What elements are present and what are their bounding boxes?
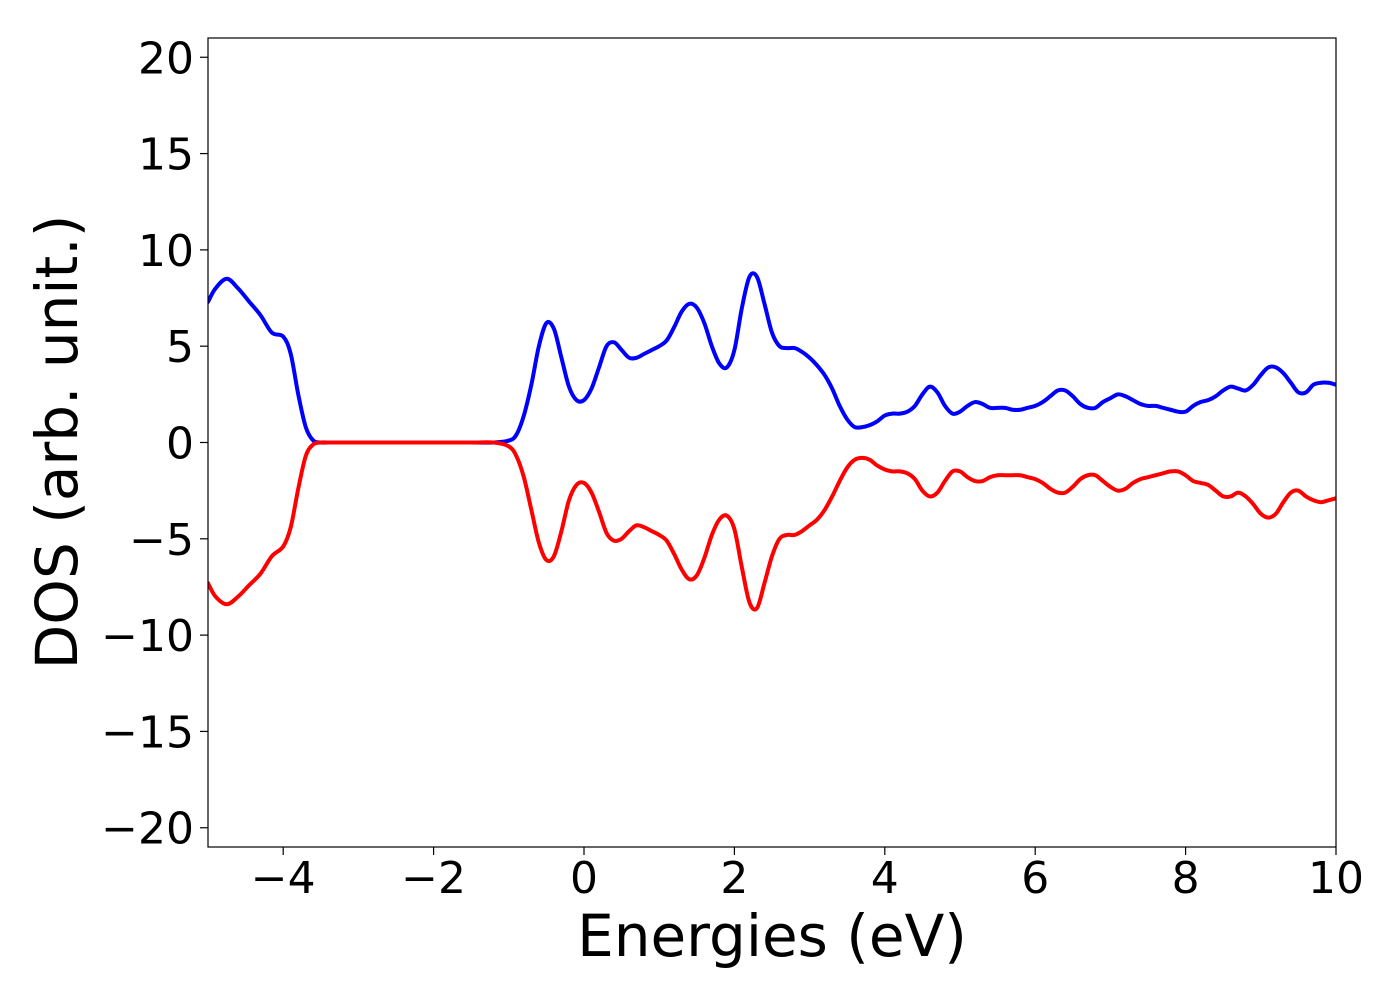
x-tick-label: 2 [720,853,748,904]
y-tick-label: −20 [101,804,194,855]
dos-series-spin-up [208,271,1336,445]
x-axis: −4 −2 0 2 4 6 8 10 [251,847,1364,904]
dos-series-spin-down [208,440,1336,612]
x-tick-label: 8 [1172,853,1200,904]
y-tick-label: 20 [138,33,194,84]
series-layer [208,271,1336,612]
x-tick-label: −4 [251,853,316,904]
y-tick-label: 0 [166,419,194,470]
y-axis-title: DOS (arb. unit.) [23,215,91,670]
y-tick-label: −5 [129,515,194,566]
x-tick-label: 6 [1021,853,1049,904]
y-axis: 20 15 10 5 0 −5 −10 −15 −20 [101,33,208,855]
x-tick-label: 4 [871,853,899,904]
x-axis-title: Energies (eV) [577,902,967,970]
y-tick-label: 10 [138,226,194,277]
y-tick-label: −10 [101,611,194,662]
x-tick-label: −2 [401,853,466,904]
y-tick-label: 5 [166,322,194,373]
x-tick-label: 10 [1308,853,1364,904]
y-tick-label: 15 [138,130,194,181]
y-tick-label: −15 [101,707,194,758]
x-tick-label: 0 [570,853,598,904]
